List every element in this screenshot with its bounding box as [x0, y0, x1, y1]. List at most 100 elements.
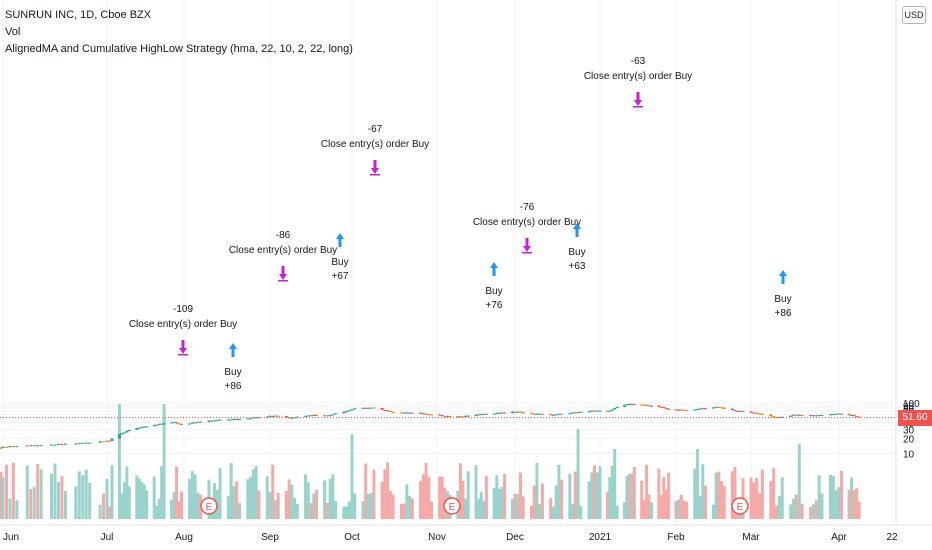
candle-body [758, 413, 762, 415]
volume-bar [632, 466, 636, 519]
volume-bar [152, 476, 156, 519]
buy-order-marker[interactable]: Buy +86 [224, 343, 242, 392]
volume-bar [837, 487, 841, 519]
close-pnl: -76 [520, 202, 535, 213]
candle-body [831, 414, 835, 416]
volume-bar [328, 478, 332, 519]
close-order-marker[interactable]: -76 Close entry(s) order Buy [473, 202, 581, 254]
volume-bar [712, 504, 715, 519]
candle-body [98, 441, 102, 443]
volume-bar [345, 506, 349, 519]
candle-body [36, 445, 40, 447]
volume-bar [364, 463, 368, 519]
earnings-marker[interactable]: E [443, 497, 461, 515]
volume-bar [268, 492, 272, 519]
volume-bar [479, 491, 483, 519]
volume-bar [659, 495, 663, 519]
price-tick-label: 100 [903, 399, 920, 410]
candle-body [137, 427, 141, 429]
volume-bar [809, 506, 813, 519]
candle-body [503, 412, 507, 414]
candle-body [484, 413, 488, 415]
candle-body [369, 407, 373, 409]
candle-body [364, 407, 368, 409]
volume-bar [399, 503, 403, 519]
candle-body [857, 416, 861, 418]
candle-body [613, 408, 617, 410]
volume-bar [232, 486, 236, 519]
candle-body [677, 409, 681, 411]
candle-body [284, 416, 288, 418]
volume-bar [608, 476, 612, 519]
time-axis[interactable]: Jun Jul Aug Sep Oct Nov Dec 2021 Feb Mar Apr 22 [3, 532, 898, 543]
candle-body [623, 404, 627, 407]
volume-bar [440, 476, 444, 519]
strategy-label[interactable]: AlignedMA and Cumulative HighLow Strateg… [5, 43, 353, 55]
volume-bar [682, 500, 686, 519]
symbol-title[interactable]: SUNRUN INC, 1D, Cboe BZX [5, 9, 152, 21]
buy-order-marker[interactable]: Buy +76 [485, 262, 503, 311]
candle-body [590, 410, 594, 412]
candle-body [213, 420, 217, 422]
close-order-marker[interactable]: -63 Close entry(s) order Buy [584, 56, 692, 108]
candle-body [814, 415, 818, 417]
close-order-marker[interactable]: -67 Close entry(s) order Buy [321, 124, 429, 176]
volume-bar [155, 506, 159, 519]
candle-body [199, 421, 203, 423]
close-label: Close entry(s) order Buy [321, 139, 429, 150]
price-axis[interactable]: 102030405060708090100 [903, 399, 920, 461]
currency-button[interactable]: USD [902, 6, 926, 24]
volume-bar [251, 469, 255, 519]
volume-bar [595, 472, 599, 519]
candle-body [388, 410, 392, 412]
buy-order-marker[interactable]: Buy +67 [331, 233, 349, 282]
volume-bar [246, 479, 250, 519]
candle-body [438, 414, 442, 416]
candle-body [495, 413, 499, 415]
volume-bar [419, 481, 423, 519]
close-order-marker[interactable]: -86 Close entry(s) order Buy [229, 230, 337, 282]
volume-bar [135, 475, 139, 519]
volume-bar [698, 495, 702, 519]
candle-body [598, 410, 602, 412]
close-label: Close entry(s) order Buy [584, 71, 692, 82]
volume-bar [309, 503, 313, 519]
candle-body [1, 446, 5, 449]
grid-lines [0, 0, 896, 525]
earnings-marker[interactable]: E [200, 497, 218, 515]
candle-body [207, 420, 211, 422]
volume-bar [516, 493, 520, 519]
volume-bar [372, 469, 376, 519]
candle-body [811, 415, 815, 417]
candle-body [11, 446, 15, 448]
volume-bar [579, 506, 583, 519]
candle-body [461, 416, 465, 418]
volume-bar [780, 477, 784, 519]
close-label: Close entry(s) order Buy [129, 319, 237, 330]
volume-bar [226, 495, 230, 519]
buy-order-marker[interactable]: Buy +86 [774, 270, 792, 319]
volume-bar [730, 471, 734, 519]
earnings-marker[interactable]: E [731, 497, 749, 515]
candle-body [733, 409, 737, 411]
volume-indicator-label[interactable]: Vol [5, 26, 21, 38]
close-order-marker[interactable]: -109 Close entry(s) order Buy [129, 304, 237, 356]
volume-bar [758, 493, 762, 519]
candle-body [714, 406, 718, 408]
candle-body [576, 412, 580, 414]
volume-bar [127, 486, 131, 519]
candle-body [190, 422, 194, 424]
volume-bar [461, 480, 465, 519]
volume-bar [125, 466, 129, 519]
candle-body [649, 405, 653, 407]
volume-bar [777, 495, 781, 519]
candle-body [304, 415, 308, 417]
volume-bar [235, 481, 239, 519]
buy-order-marker[interactable]: Buy +63 [568, 223, 586, 272]
candle-body [587, 411, 591, 413]
volume-bar [421, 474, 425, 519]
volume-bar [458, 463, 462, 519]
candle-body [29, 445, 33, 447]
candle-body [720, 407, 724, 409]
